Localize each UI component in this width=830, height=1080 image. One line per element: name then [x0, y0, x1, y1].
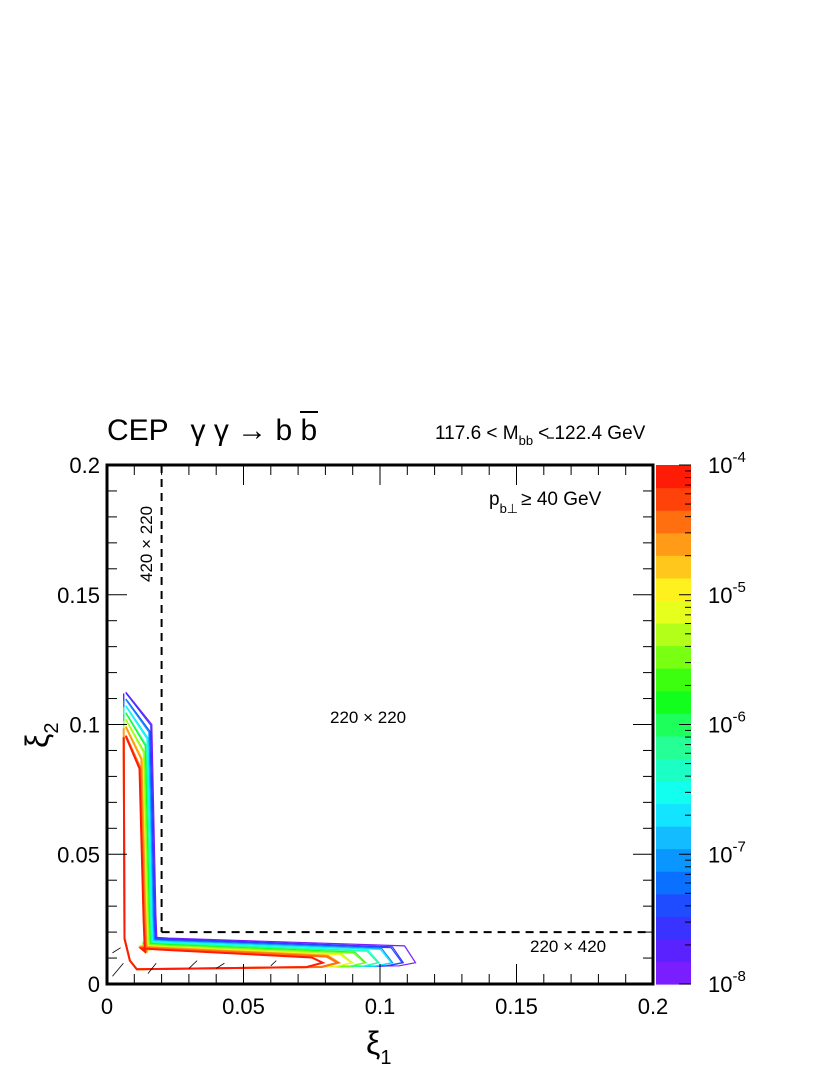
colorbar-tick-base: 10 — [708, 842, 732, 867]
colorbar-band — [656, 961, 691, 985]
colorbar-tick-exponent: -4 — [732, 449, 745, 466]
pt-cut-label: pb⊥ ≥ 40 GeV — [489, 489, 602, 516]
colorbar-band — [656, 916, 691, 940]
mass-cut-right: < 122.4 GeV — [538, 423, 646, 444]
contour-line — [123, 692, 405, 970]
colorbar-band — [656, 735, 691, 759]
colorbar-band — [656, 600, 691, 624]
colorbar-band — [656, 487, 691, 511]
y-tick-label: 0.05 — [57, 842, 100, 867]
colorbar-band — [656, 577, 691, 601]
colorbar-band — [656, 555, 691, 579]
x-tick-label: 0.1 — [365, 994, 396, 1019]
colorbar-band — [656, 510, 691, 534]
colorbar-tick-label: 10-7 — [708, 838, 746, 867]
contour-hatch — [215, 962, 225, 969]
title-prefix: CEP — [107, 414, 168, 447]
contour-line — [123, 698, 404, 970]
x-tick-label: 0.15 — [495, 994, 538, 1019]
x-axis-symbol: ξ — [366, 1025, 380, 1061]
y-axis-symbol: ξ — [19, 734, 55, 748]
pt-cut-value: ≥ 40 GeV — [521, 489, 601, 510]
pt-cut-subscript: b⊥ — [500, 501, 519, 516]
colorbar-tick-base: 10 — [708, 713, 732, 738]
colorbar-band — [656, 465, 691, 489]
x-tick-label: 0.05 — [222, 994, 265, 1019]
x-tick-label: 0.2 — [638, 994, 669, 1019]
contour-layer — [112, 691, 417, 977]
y-tick-label: 0.15 — [57, 583, 100, 608]
colorbar-band — [656, 645, 691, 669]
colorbar-tick-label: 10-4 — [708, 449, 746, 478]
colorbar-tick-base: 10 — [708, 453, 732, 478]
y-tick-label: 0.2 — [69, 453, 100, 478]
x-axis-label: ξ1 — [366, 1025, 391, 1069]
colorbar-tick-exponent: -8 — [732, 968, 745, 985]
contour-hatch — [188, 960, 198, 969]
contour-hatch — [112, 947, 121, 954]
colorbar-band — [656, 938, 691, 963]
mass-cut-subscript: bb — [519, 433, 533, 448]
colorbar-band — [656, 713, 691, 737]
region-label-220x220: 220 × 220 — [330, 708, 406, 727]
title-process: γ γ → b b — [191, 414, 318, 447]
contour-line — [123, 691, 417, 970]
contour-hatch — [147, 962, 157, 974]
colorbar-band — [656, 826, 691, 850]
colorbar-tick-base: 10 — [708, 972, 732, 997]
colorbar-band — [656, 668, 691, 692]
contour-line — [123, 699, 394, 970]
colorbar-band — [656, 893, 691, 917]
plot-frame — [105, 463, 655, 986]
y-tick-label: 0.1 — [69, 713, 100, 738]
mass-cut-left: 117.6 < M — [435, 423, 519, 444]
colorbar-tick-label: 10-8 — [708, 968, 746, 997]
acceptance-lines — [160, 465, 653, 934]
colorbar-tick-base: 10 — [708, 583, 732, 608]
colorbar-band — [656, 690, 691, 714]
y-tick-label: 0 — [88, 972, 100, 997]
contour-line — [122, 735, 326, 971]
y-axis-subscript: 2 — [41, 723, 63, 734]
contour-line — [123, 718, 366, 970]
x-axis-subscript: 1 — [380, 1047, 391, 1069]
x-tick-label: 0 — [101, 994, 113, 1019]
colorbar-tick-exponent: -5 — [732, 579, 745, 596]
colorbar-band — [656, 871, 691, 895]
contour-hatch — [112, 962, 124, 977]
colorbar-tick-label: 10-5 — [708, 579, 746, 608]
region-label-420x220: 420 × 220 — [137, 506, 156, 582]
colorbar-tick-label: 10-6 — [708, 709, 746, 738]
colorbar-band — [656, 803, 691, 827]
contour-hatch — [270, 960, 277, 967]
region-label-220x420: 220 × 420 — [530, 937, 606, 956]
colorbar-tick-exponent: -6 — [732, 709, 745, 726]
pt-cut-p: p — [489, 489, 500, 510]
color-bar: 10-410-510-610-710-8 — [656, 449, 746, 997]
colorbar-band — [656, 532, 691, 556]
y-axis-label: ξ2 — [19, 723, 63, 748]
colorbar-band — [656, 758, 691, 782]
contour-line — [123, 705, 393, 970]
contour-line — [123, 712, 367, 970]
colorbar-band — [656, 622, 691, 647]
mass-cut-label: 117.6 < Mbb < 122.4 GeV — [435, 423, 646, 448]
chart-title: CEP γ γ → b b — [107, 414, 317, 447]
colorbar-tick-exponent: -7 — [732, 838, 745, 855]
colorbar-band — [656, 780, 691, 805]
